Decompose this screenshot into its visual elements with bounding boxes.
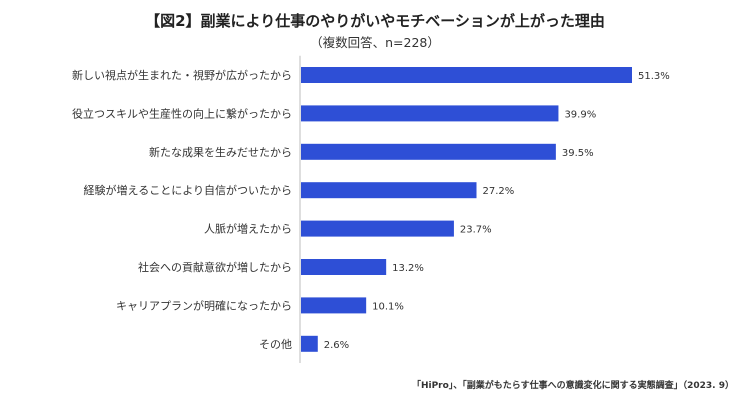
category-label: 役立つスキルや生産性の向上に繋がったから: [72, 106, 292, 120]
category-label: 新しい視点が生まれた・視野が広がったから: [72, 68, 292, 82]
value-label: 39.5%: [562, 148, 594, 159]
bar: [301, 67, 632, 83]
category-label: キャリアプランが明確になったから: [116, 298, 292, 312]
bar: [301, 143, 556, 160]
value-label: 39.9%: [564, 109, 596, 120]
chart-subtitle: （複数回答、n=228）: [310, 35, 440, 50]
bar: [301, 259, 387, 275]
bar: [301, 297, 367, 314]
value-label: 51.3%: [638, 71, 670, 82]
value-label: 10.1%: [372, 301, 404, 312]
bar: [301, 182, 477, 199]
chart-title: 【図2】副業により仕事のやりがいやモチベーションが上がった理由: [145, 12, 605, 30]
bar: [301, 105, 559, 122]
category-label: 社会への貢献意欲が増したから: [138, 260, 292, 274]
bar: [301, 335, 318, 352]
value-label: 27.2%: [483, 186, 515, 197]
category-label: 新たな成果を生みだせたから: [149, 145, 292, 159]
source-note: 「HiPro」、「副業がもたらす仕事への意識変化に関する実態調査」（2023. …: [411, 381, 734, 391]
value-label: 13.2%: [392, 263, 424, 274]
category-label: 経験が増えることにより自信がついたから: [84, 183, 292, 197]
category-label: 人脈が増えたから: [204, 222, 292, 236]
category-label: その他: [259, 338, 292, 351]
value-label: 2.6%: [324, 340, 349, 351]
value-label: 23.7%: [460, 225, 492, 236]
bar: [301, 220, 454, 237]
